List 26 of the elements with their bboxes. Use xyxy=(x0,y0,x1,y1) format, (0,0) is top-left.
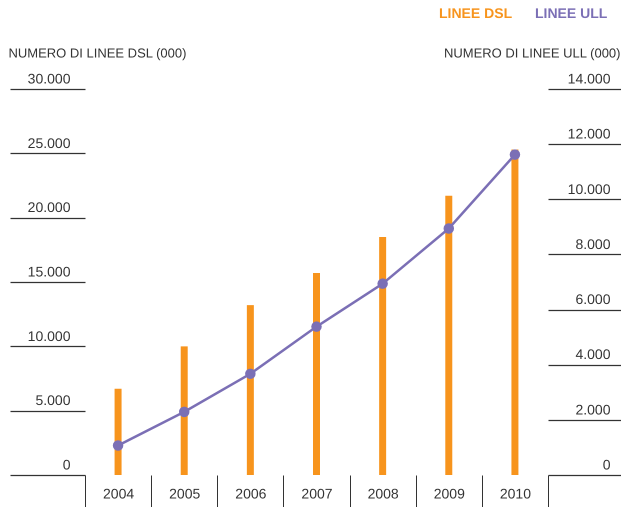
y2-tick-label: 2.000 xyxy=(575,401,611,418)
y-tick-label: 20.000 xyxy=(28,199,71,216)
text: LINEE DSL xyxy=(439,5,513,21)
x-tick-label: 2008 xyxy=(368,486,399,502)
x-tick-label: 2006 xyxy=(235,486,267,502)
y2-tick-label: 4.000 xyxy=(575,346,611,362)
y2-axis-title: NUMERO DI LINEE ULL (000) xyxy=(444,46,620,60)
y2-tick-label: 0 xyxy=(602,456,611,472)
y-tick-label: 5.000 xyxy=(35,392,71,408)
text: LINEE ULL xyxy=(535,5,608,21)
y2-tick-label: 8.000 xyxy=(575,236,611,252)
y-tick-label: 25.000 xyxy=(28,134,71,151)
y-tick-label: 15.000 xyxy=(28,264,71,280)
x-tick-label: 2007 xyxy=(301,486,333,502)
y-tick-label: 0 xyxy=(62,456,71,472)
x-tick-label: 2005 xyxy=(169,486,200,502)
y-axis-title: NUMERO DI LINEE DSL (000) xyxy=(8,46,186,60)
x-tick-label: 2004 xyxy=(102,486,134,502)
y-tick-label: 30.000 xyxy=(28,70,71,86)
y2-tick-label: 10.000 xyxy=(568,180,611,197)
y-tick-label: 10.000 xyxy=(28,328,71,344)
y2-tick-label: 12.000 xyxy=(568,126,611,142)
y2-tick-label: 6.000 xyxy=(575,291,611,308)
x-tick-label: 2009 xyxy=(434,486,466,502)
y2-tick-label: 14.000 xyxy=(568,70,611,86)
x-tick-label: 2010 xyxy=(500,486,532,502)
